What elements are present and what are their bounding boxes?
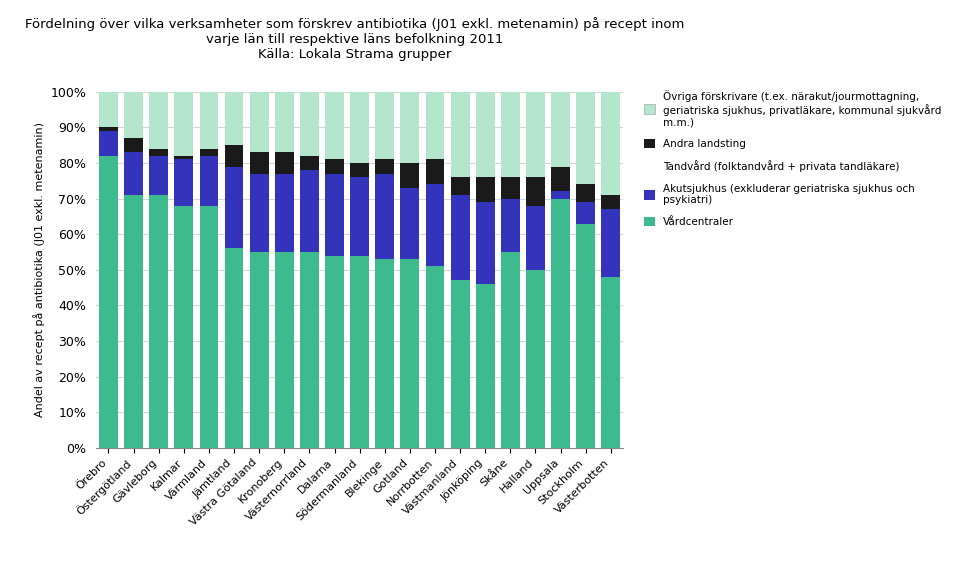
Bar [124, 92, 143, 138]
Bar [526, 92, 545, 177]
Bar [401, 259, 419, 448]
Bar [375, 174, 394, 259]
Bar [551, 92, 570, 166]
Bar [124, 152, 143, 195]
Bar [199, 205, 219, 448]
Bar [451, 281, 470, 448]
Bar [325, 160, 344, 174]
Bar [175, 92, 193, 156]
Bar [601, 195, 620, 210]
Bar [300, 170, 318, 252]
Bar [124, 138, 143, 152]
Bar [249, 252, 269, 448]
Bar [300, 252, 318, 448]
Bar [476, 202, 495, 284]
Bar [350, 255, 369, 448]
Bar [300, 156, 318, 170]
Bar [476, 284, 495, 448]
Bar [150, 195, 168, 448]
Bar [375, 92, 394, 160]
Bar [451, 195, 470, 281]
Bar [175, 156, 193, 160]
Bar [426, 184, 444, 266]
Bar [150, 156, 168, 195]
Bar [451, 92, 470, 177]
Bar [501, 252, 520, 448]
Bar [601, 210, 620, 277]
Legend: Övriga förskrivare (t.ex. närakut/jourmottagning,
geriatriska sjukhus, privatläk: Övriga förskrivare (t.ex. närakut/jourmo… [644, 90, 942, 227]
Bar [375, 259, 394, 448]
Bar [224, 249, 244, 448]
Bar [501, 199, 520, 252]
Bar [576, 202, 596, 223]
Bar [526, 177, 545, 205]
Bar [249, 92, 269, 152]
Bar [175, 160, 193, 205]
Bar [150, 149, 168, 156]
Bar [601, 92, 620, 195]
Bar [350, 163, 369, 177]
Bar [199, 156, 219, 205]
Bar [426, 266, 444, 448]
Bar [401, 92, 419, 163]
Bar [249, 174, 269, 252]
Text: Fördelning över vilka verksamheter som förskrev antibiotika (J01 exkl. metenamin: Fördelning över vilka verksamheter som f… [25, 17, 685, 61]
Bar [224, 166, 244, 249]
Bar [275, 174, 293, 252]
Bar [426, 160, 444, 184]
Bar [275, 152, 293, 174]
Bar [99, 92, 118, 127]
Y-axis label: Andel av recept på antibiotika (J01 exkl. metenamin): Andel av recept på antibiotika (J01 exkl… [33, 122, 45, 417]
Bar [325, 174, 344, 255]
Bar [249, 152, 269, 174]
Bar [199, 92, 219, 149]
Bar [551, 166, 570, 192]
Bar [576, 92, 596, 184]
Bar [601, 277, 620, 448]
Bar [375, 160, 394, 174]
Bar [526, 205, 545, 270]
Bar [451, 177, 470, 195]
Bar [551, 199, 570, 448]
Bar [275, 252, 293, 448]
Bar [350, 92, 369, 163]
Bar [325, 255, 344, 448]
Bar [99, 156, 118, 448]
Bar [576, 184, 596, 202]
Bar [501, 92, 520, 177]
Bar [124, 195, 143, 448]
Bar [526, 270, 545, 448]
Bar [401, 163, 419, 188]
Bar [99, 127, 118, 131]
Bar [350, 177, 369, 255]
Bar [426, 92, 444, 160]
Bar [551, 192, 570, 199]
Bar [401, 188, 419, 259]
Bar [476, 177, 495, 202]
Bar [199, 149, 219, 156]
Bar [224, 92, 244, 145]
Bar [224, 145, 244, 166]
Bar [275, 92, 293, 152]
Bar [476, 92, 495, 177]
Bar [99, 131, 118, 156]
Bar [501, 177, 520, 199]
Bar [325, 92, 344, 160]
Bar [576, 223, 596, 448]
Bar [300, 92, 318, 156]
Bar [150, 92, 168, 149]
Bar [175, 205, 193, 448]
